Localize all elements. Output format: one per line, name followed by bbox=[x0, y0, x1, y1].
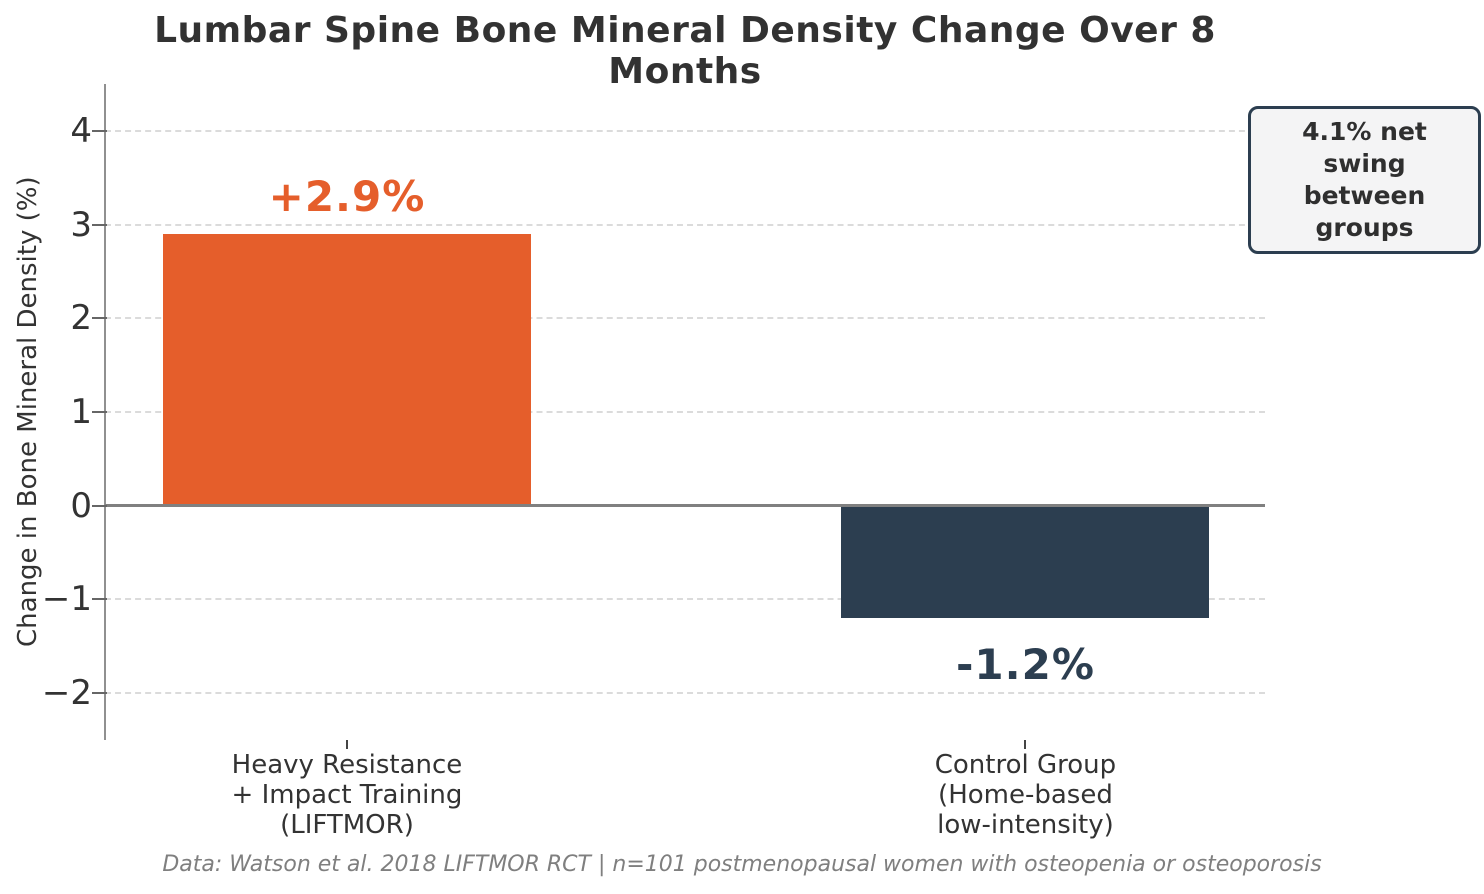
gridline-y1 bbox=[105, 411, 1265, 413]
xtick-mark-2 bbox=[1024, 740, 1027, 749]
plot-area: +2.9% -1.2% bbox=[104, 84, 1265, 740]
zero-line bbox=[105, 504, 1265, 508]
ytick-mark-0 bbox=[92, 504, 107, 507]
bar-value-label-1: +2.9% bbox=[268, 171, 426, 221]
ytick-label--1: −1 bbox=[41, 579, 92, 620]
xtick-label-2: Control Group (Home-based low-intensity) bbox=[934, 750, 1117, 840]
ytick-mark-2 bbox=[92, 317, 107, 320]
gridline-y-1 bbox=[105, 598, 1265, 601]
bar-value-label-2: -1.2% bbox=[955, 640, 1095, 690]
ytick-label-0: 0 bbox=[70, 485, 92, 526]
bar-2 bbox=[841, 505, 1210, 619]
gridline-y-2 bbox=[105, 692, 1265, 695]
bar-1 bbox=[162, 233, 531, 506]
source-note: Data: Watson et al. 2018 LIFTMOR RCT | n… bbox=[162, 852, 1322, 877]
ytick-mark--2 bbox=[92, 692, 107, 695]
ytick-label-4: 4 bbox=[70, 110, 92, 151]
ytick-label-3: 3 bbox=[70, 204, 92, 245]
ytick-mark-1 bbox=[92, 411, 107, 413]
annotation-line-1: 4.1% net swing bbox=[1302, 117, 1427, 178]
gridline-y2 bbox=[105, 317, 1265, 320]
ytick-label-1: 1 bbox=[70, 392, 92, 432]
ytick-mark-3 bbox=[92, 223, 107, 226]
xtick-mark-1 bbox=[345, 740, 348, 749]
ytick-label--2: −2 bbox=[41, 673, 92, 714]
xtick-label-1: Heavy Resistance + Impact Training (LIFT… bbox=[231, 750, 463, 840]
ytick-label-2: 2 bbox=[70, 298, 92, 339]
gridline-y3 bbox=[105, 223, 1265, 226]
chart-title: Lumbar Spine Bone Mineral Density Change… bbox=[154, 10, 1216, 92]
ytick-mark--1 bbox=[92, 598, 107, 601]
ytick-mark-4 bbox=[92, 129, 107, 132]
annotation-box: 4.1% net swing between groups bbox=[1248, 106, 1481, 254]
gridline-y4 bbox=[105, 129, 1265, 132]
annotation-line-2: between groups bbox=[1303, 181, 1426, 242]
